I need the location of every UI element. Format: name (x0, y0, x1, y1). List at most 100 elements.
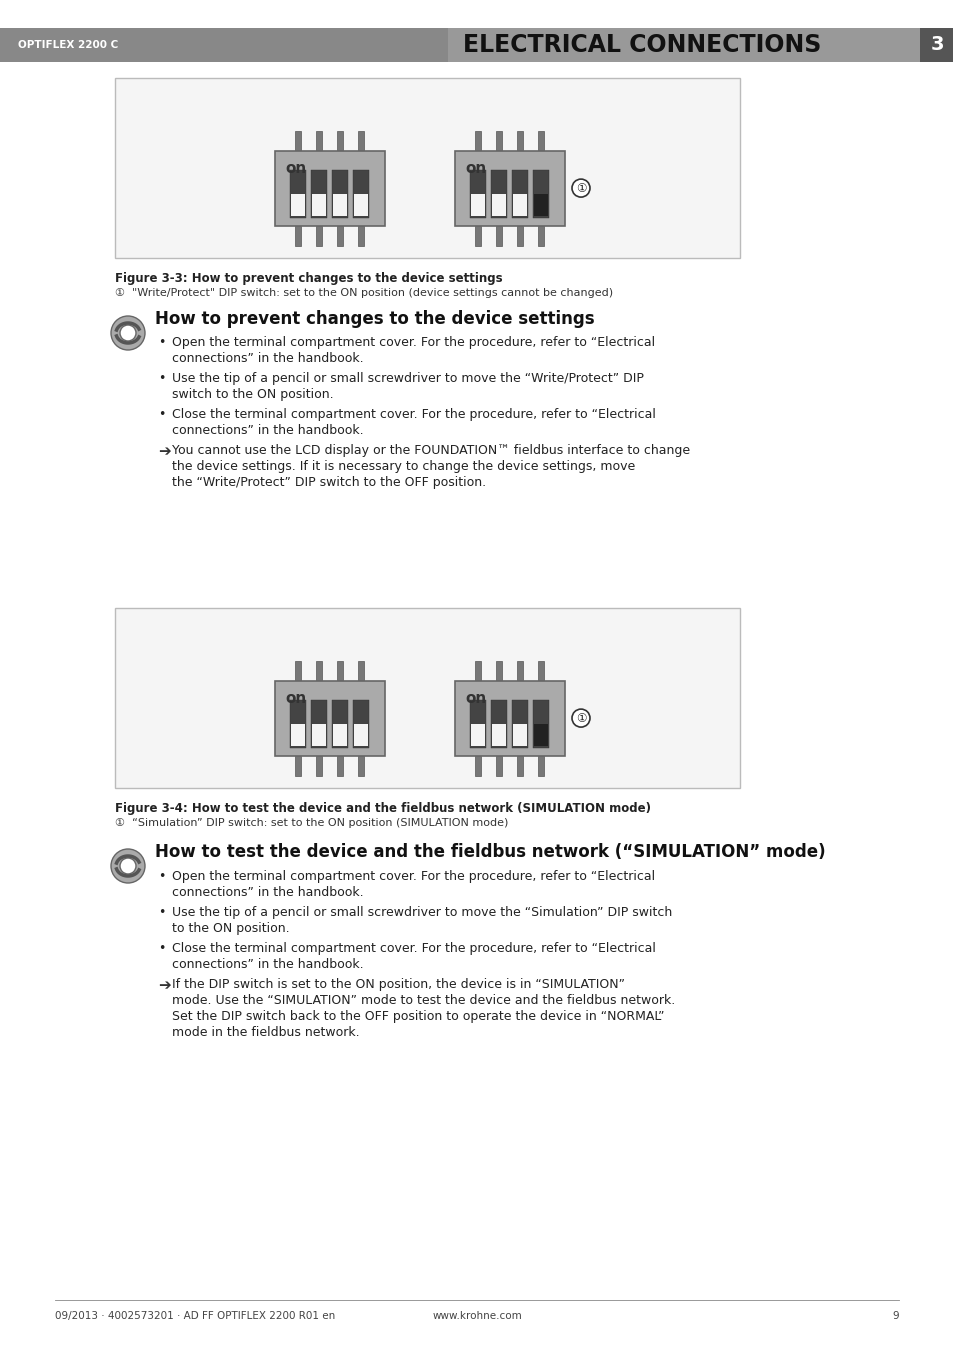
Bar (513, 724, 527, 746)
Bar (475, 131, 481, 150)
Bar (534, 724, 548, 746)
Bar (496, 661, 502, 681)
Text: ①: ① (576, 712, 586, 724)
Bar (354, 700, 369, 747)
Text: on: on (464, 161, 486, 176)
Bar (491, 170, 507, 218)
Bar (537, 226, 544, 246)
Circle shape (111, 848, 145, 884)
Bar (313, 724, 326, 746)
Bar (316, 226, 322, 246)
Text: switch to the ON position.: switch to the ON position. (172, 388, 334, 401)
Text: If the DIP switch is set to the ON position, the device is in “SIMULATION”: If the DIP switch is set to the ON posit… (172, 978, 624, 992)
Text: How to prevent changes to the device settings: How to prevent changes to the device set… (154, 309, 594, 328)
Bar (496, 131, 502, 150)
Bar (537, 661, 544, 681)
Bar (537, 755, 544, 775)
Text: connections” in the handbook.: connections” in the handbook. (172, 886, 363, 898)
Text: www.krohne.com: www.krohne.com (432, 1310, 521, 1321)
Text: •: • (158, 336, 165, 349)
Bar (533, 170, 549, 218)
Text: Close the terminal compartment cover. For the procedure, refer to “Electrical: Close the terminal compartment cover. Fo… (172, 942, 656, 955)
Text: You cannot use the LCD display or the FOUNDATION™ fieldbus interface to change: You cannot use the LCD display or the FO… (172, 444, 689, 457)
Text: •: • (158, 870, 165, 884)
Bar (316, 755, 322, 775)
Text: Set the DIP switch back to the OFF position to operate the device in “NORMAL”: Set the DIP switch back to the OFF posit… (172, 1011, 664, 1023)
Bar (448, 28, 953, 62)
Text: ①  "Write/Protect" DIP switch: set to the ON position (device settings cannot be: ① "Write/Protect" DIP switch: set to the… (115, 288, 613, 299)
Text: Figure 3-4: How to test the device and the fieldbus network (SIMULATION mode): Figure 3-4: How to test the device and t… (115, 802, 650, 815)
Bar (492, 724, 506, 746)
Bar (517, 661, 523, 681)
Bar (292, 724, 305, 746)
Text: Use the tip of a pencil or small screwdriver to move the “Write/Protect” DIP: Use the tip of a pencil or small screwdr… (172, 372, 643, 385)
Bar (358, 755, 364, 775)
Bar (512, 170, 528, 218)
Bar (475, 661, 481, 681)
Text: 9: 9 (891, 1310, 898, 1321)
Bar (334, 193, 347, 216)
Text: on: on (285, 161, 306, 176)
Bar (919, 28, 953, 62)
Text: 3: 3 (929, 35, 943, 54)
Bar (513, 193, 527, 216)
Bar (358, 131, 364, 150)
Bar (337, 661, 343, 681)
Text: •: • (158, 942, 165, 955)
Text: Close the terminal compartment cover. For the procedure, refer to “Electrical: Close the terminal compartment cover. Fo… (172, 408, 656, 422)
Bar (292, 193, 305, 216)
Text: •: • (158, 907, 165, 919)
Bar (537, 131, 544, 150)
Bar (491, 700, 507, 747)
Bar (115, 608, 740, 788)
Bar (517, 755, 523, 775)
Bar (475, 226, 481, 246)
Bar (355, 724, 368, 746)
Bar (355, 193, 368, 216)
Circle shape (572, 709, 589, 727)
Text: 09/2013 · 4002573201 · AD FF OPTIFLEX 2200 R01 en: 09/2013 · 4002573201 · AD FF OPTIFLEX 22… (55, 1310, 335, 1321)
Bar (512, 700, 528, 747)
Text: the “Write/Protect” DIP switch to the OFF position.: the “Write/Protect” DIP switch to the OF… (172, 476, 486, 489)
Bar (115, 78, 740, 258)
Bar (533, 700, 549, 747)
Text: Open the terminal compartment cover. For the procedure, refer to “Electrical: Open the terminal compartment cover. For… (172, 870, 655, 884)
Bar (470, 170, 486, 218)
Bar (333, 700, 348, 747)
Text: Use the tip of a pencil or small screwdriver to move the “Simulation” DIP switch: Use the tip of a pencil or small screwdr… (172, 907, 672, 919)
Text: connections” in the handbook.: connections” in the handbook. (172, 353, 363, 365)
Text: to the ON position.: to the ON position. (172, 921, 290, 935)
Bar (496, 755, 502, 775)
Bar (337, 226, 343, 246)
Bar (337, 755, 343, 775)
Text: How to test the device and the fieldbus network (“SIMULATION” mode): How to test the device and the fieldbus … (154, 843, 824, 861)
Text: the device settings. If it is necessary to change the device settings, move: the device settings. If it is necessary … (172, 459, 635, 473)
Bar (517, 131, 523, 150)
Bar (496, 226, 502, 246)
Text: ①: ① (576, 181, 586, 195)
Bar (274, 681, 385, 755)
Bar (334, 724, 347, 746)
Bar (0, 28, 953, 62)
Bar (313, 193, 326, 216)
Text: connections” in the handbook.: connections” in the handbook. (172, 958, 363, 971)
Bar (534, 193, 548, 216)
Bar (455, 150, 564, 226)
Text: •: • (158, 372, 165, 385)
Text: on: on (285, 690, 306, 705)
Bar (517, 226, 523, 246)
Bar (470, 700, 486, 747)
Bar (475, 755, 481, 775)
Bar (274, 150, 385, 226)
Circle shape (120, 326, 136, 340)
Circle shape (111, 316, 145, 350)
Bar (471, 193, 485, 216)
Text: •: • (158, 408, 165, 422)
Text: mode in the fieldbus network.: mode in the fieldbus network. (172, 1025, 359, 1039)
Text: Open the terminal compartment cover. For the procedure, refer to “Electrical: Open the terminal compartment cover. For… (172, 336, 655, 349)
Bar (312, 170, 327, 218)
Bar (471, 724, 485, 746)
Bar (358, 226, 364, 246)
Bar (358, 661, 364, 681)
Text: ELECTRICAL CONNECTIONS: ELECTRICAL CONNECTIONS (462, 32, 821, 57)
